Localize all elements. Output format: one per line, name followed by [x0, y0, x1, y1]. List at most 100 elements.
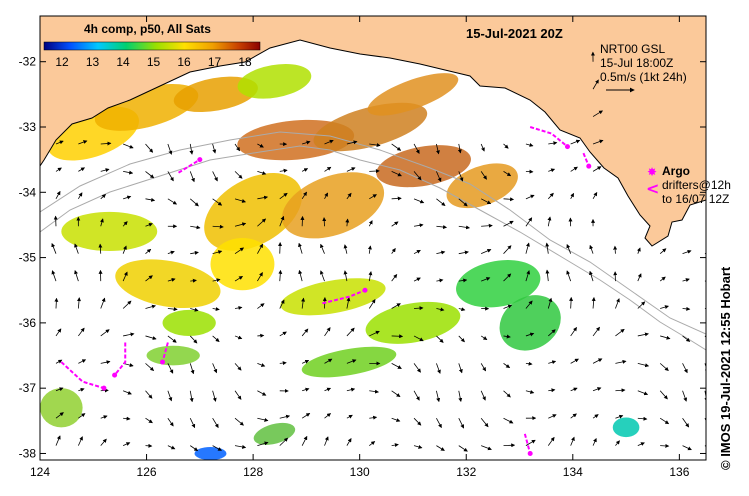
- current-arrow: [570, 326, 577, 337]
- current-arrow: [100, 415, 108, 420]
- current-arrow: [55, 328, 62, 337]
- current-arrow: [592, 191, 598, 200]
- current-arrow: [659, 276, 666, 282]
- current-arrow: [167, 390, 173, 402]
- current-arrow: [190, 307, 199, 312]
- current-arrow: [55, 140, 64, 145]
- sst-patch: [146, 345, 200, 366]
- current-arrow: [503, 245, 512, 254]
- current-arrow: [503, 273, 512, 282]
- current-arrow: [190, 278, 197, 283]
- current-arrow: [436, 198, 446, 206]
- current-arrow: [589, 270, 594, 282]
- current-arrow: [145, 248, 152, 254]
- current-arrow: [592, 79, 599, 90]
- current-arrow: [100, 141, 112, 146]
- current-arrow: [548, 168, 556, 173]
- current-arrow: [615, 440, 620, 446]
- current-arrow: [145, 275, 153, 282]
- current-arrow: [189, 171, 195, 183]
- drifter-symbol: <: [646, 179, 659, 198]
- current-arrow: [525, 390, 535, 394]
- sst-patch: [446, 163, 518, 209]
- current-arrow: [212, 335, 220, 343]
- current-arrow: [234, 143, 241, 152]
- current-arrow: [548, 360, 557, 365]
- legend-argo: Argo: [662, 164, 690, 178]
- current-arrow: [189, 418, 196, 429]
- current-arrow: [346, 167, 356, 172]
- current-arrow: [257, 303, 265, 309]
- current-arrow: [458, 171, 464, 182]
- current-arrow: [78, 413, 86, 419]
- sst-patch: [237, 63, 312, 99]
- current-arrow: [54, 297, 59, 309]
- drifter-position: [586, 163, 592, 169]
- current-arrow: [413, 444, 423, 449]
- current-arrow: [234, 335, 243, 340]
- current-arrow: [257, 417, 269, 422]
- y-tick-label: -38: [19, 446, 37, 460]
- current-arrow: [682, 445, 692, 451]
- current-arrow: [167, 143, 173, 155]
- current-arrow: [547, 436, 555, 446]
- current-arrow: [189, 390, 194, 403]
- current-arrow: [566, 270, 572, 282]
- current-arrow: [100, 329, 110, 337]
- sst-patch: [204, 173, 303, 251]
- current-arrow: [301, 328, 309, 337]
- current-arrow: [436, 171, 442, 182]
- current-arrow: [145, 304, 156, 309]
- current-arrow: [324, 139, 334, 145]
- map-title: 15-Jul-2021 20Z: [466, 26, 563, 41]
- current-arrow: [55, 359, 63, 364]
- colorbar-label: 14: [116, 55, 130, 69]
- current-arrow: [301, 359, 310, 364]
- current-arrow: [525, 270, 531, 282]
- y-tick-label: -36: [19, 316, 37, 330]
- current-arrow: [391, 143, 402, 151]
- sst-patch: [281, 172, 385, 239]
- current-arrow: [413, 335, 424, 342]
- current-arrow: [548, 329, 556, 337]
- current-arrow: [77, 436, 83, 446]
- current-arrow: [436, 250, 446, 255]
- current-arrow: [189, 335, 198, 344]
- sst-patch: [612, 417, 640, 438]
- current-arrow: [682, 390, 688, 402]
- current-arrow: [570, 387, 578, 392]
- current-arrow: [436, 307, 445, 312]
- current-arrow: [257, 218, 267, 227]
- current-arrow: [167, 307, 178, 312]
- colorbar-label: 16: [177, 55, 191, 69]
- drifter-position: [362, 287, 368, 293]
- colorbar: [43, 41, 261, 51]
- current-arrow: [279, 331, 287, 337]
- current-arrow: [167, 417, 174, 427]
- current-arrow: [368, 220, 373, 227]
- current-arrow: [346, 359, 357, 364]
- current-arrow: [525, 217, 533, 227]
- drifter-track: [529, 126, 569, 148]
- current-arrow: [189, 363, 195, 375]
- current-arrow: [167, 171, 174, 182]
- current-arrow: [189, 198, 199, 207]
- current-arrow: [503, 304, 513, 309]
- current-arrow: [570, 139, 581, 145]
- current-arrow: [122, 245, 127, 254]
- current-arrow: [99, 218, 104, 227]
- current-arrow: [145, 143, 154, 153]
- current-arrow: [167, 335, 177, 343]
- current-arrow: [320, 243, 325, 254]
- current-arrow: [257, 243, 263, 254]
- current-arrow: [682, 306, 691, 311]
- current-arrow: [570, 436, 575, 446]
- x-tick-label: 126: [137, 465, 157, 479]
- current-arrow: [302, 140, 311, 145]
- current-arrow: [481, 223, 493, 228]
- current-arrow: [212, 250, 223, 255]
- current-arrow: [413, 198, 425, 204]
- current-vectors: [51, 51, 706, 452]
- drifter-track: [178, 158, 201, 174]
